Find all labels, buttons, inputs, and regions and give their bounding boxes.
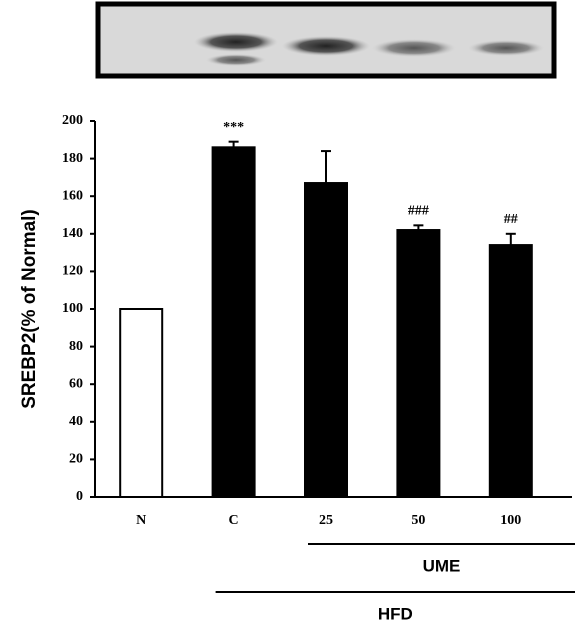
y-tick-label: 140 <box>62 226 83 241</box>
bar <box>213 147 255 497</box>
x-tick-label: 100 <box>500 513 521 528</box>
chart: SREBP2(% of Normal) 0 20 40 60 80 100 120 140 16… <box>0 0 582 625</box>
bar <box>305 183 347 497</box>
annotation: ## <box>504 212 518 227</box>
y-tick-label: 60 <box>69 376 83 391</box>
group-label: HFD <box>378 604 413 623</box>
group-label: UME <box>423 556 461 575</box>
bar <box>490 245 532 497</box>
annotation: *** <box>223 120 244 135</box>
bar <box>120 309 162 497</box>
y-tick-label: 0 <box>76 489 83 504</box>
y-tick-label: 80 <box>69 339 83 354</box>
y-tick-label: 100 <box>62 301 83 316</box>
y-tick-label: 200 <box>62 113 83 128</box>
y-tick-label: 120 <box>62 264 83 279</box>
x-tick-label: 25 <box>319 513 333 528</box>
x-tick-label: 50 <box>411 513 425 528</box>
annotation: ### <box>408 204 429 219</box>
bar <box>397 230 439 497</box>
page: {"chart_data": {"type": "bar", "y_label"… <box>0 0 582 625</box>
x-tick-label: C <box>229 513 239 528</box>
y-tick-label: 160 <box>62 188 83 203</box>
y-tick-label: 180 <box>62 151 83 166</box>
y-axis-label: SREBP2(% of Normal) <box>19 209 40 409</box>
blot-image <box>98 4 554 76</box>
y-tick-label: 40 <box>69 414 83 429</box>
x-tick-label: N <box>136 513 146 528</box>
y-tick-label: 20 <box>69 452 83 467</box>
